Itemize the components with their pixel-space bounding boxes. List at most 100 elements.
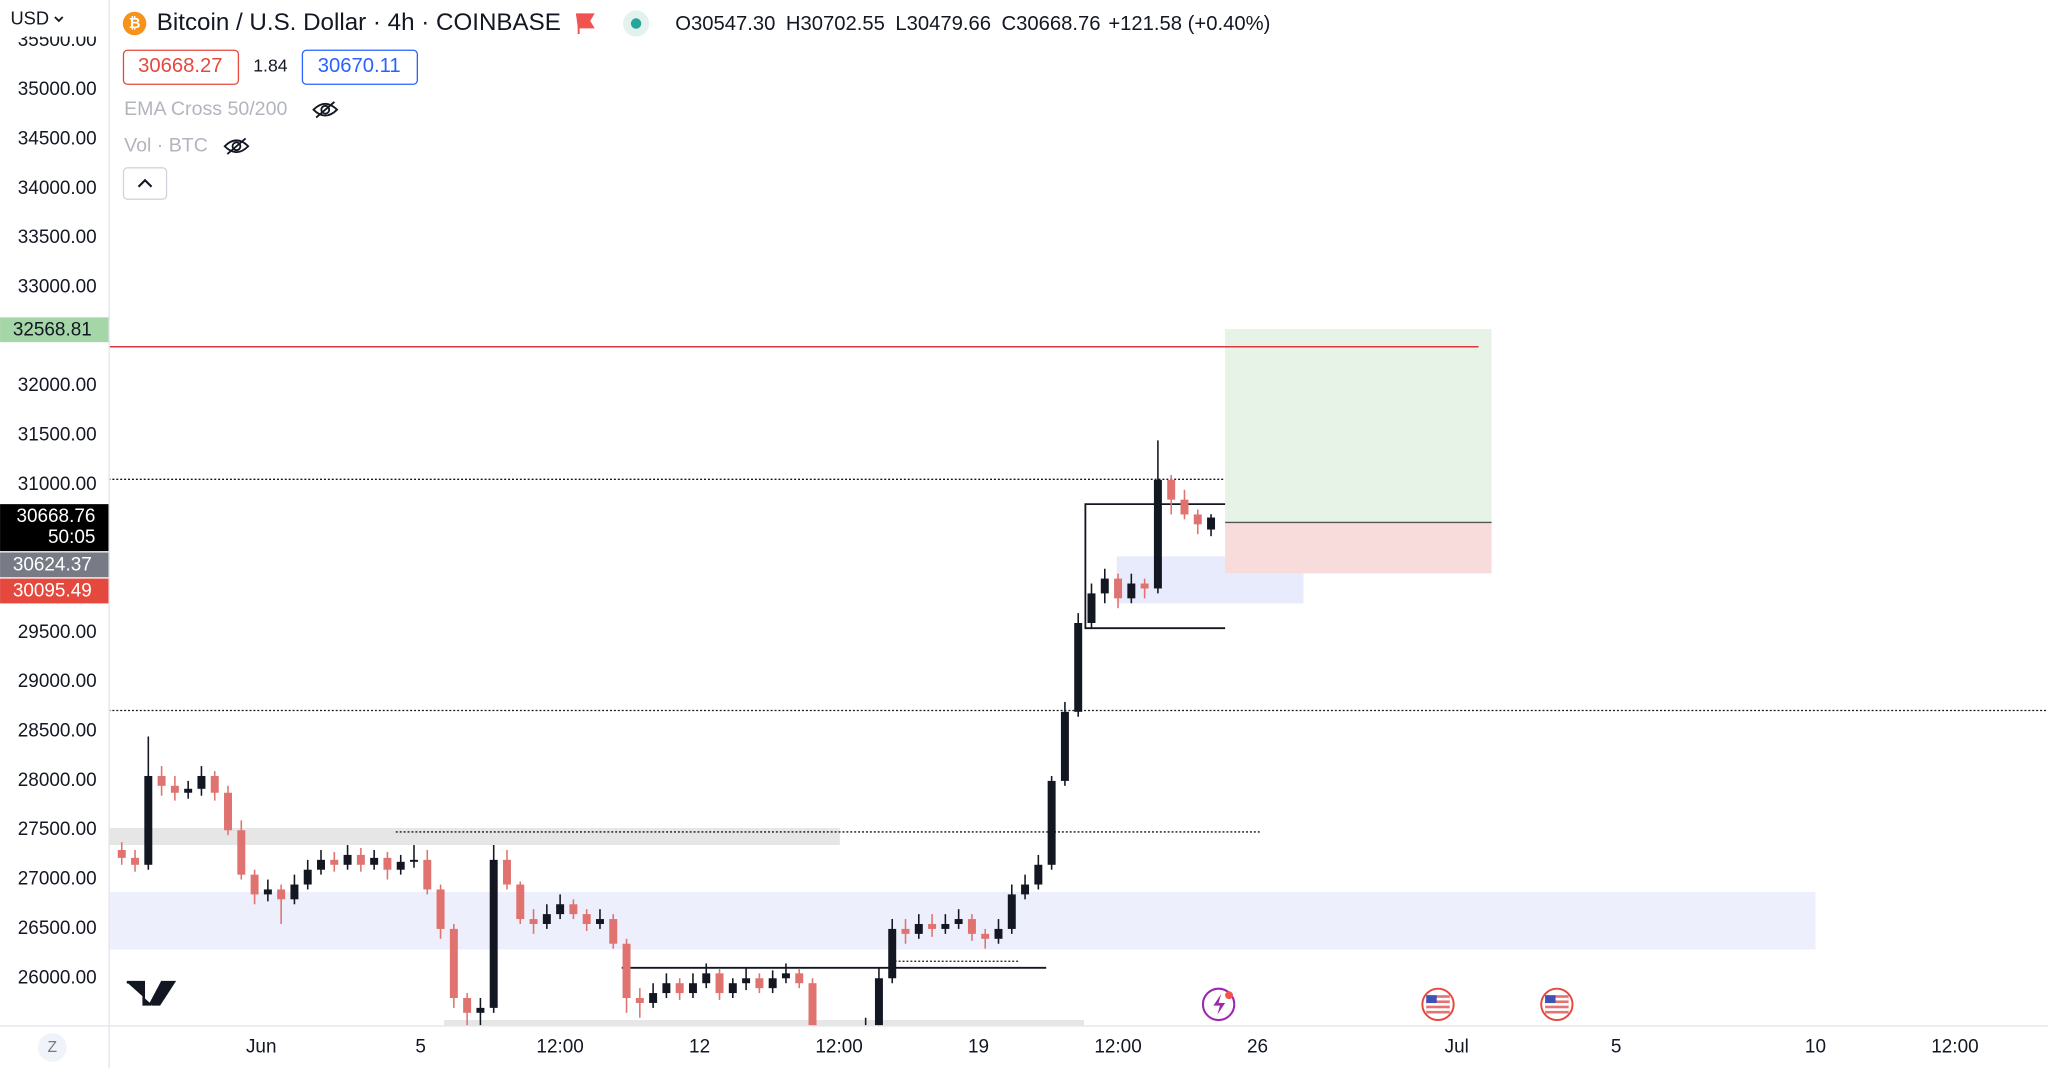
candle-body	[224, 792, 233, 831]
candle-body	[1047, 780, 1056, 865]
x-tick-label: 19	[968, 1036, 989, 1057]
y-tick-label: 35000.00	[18, 79, 97, 100]
candle-body	[755, 978, 764, 989]
candle-body	[888, 928, 897, 979]
y-tick-label: 26500.00	[18, 918, 97, 939]
candle-body	[981, 933, 990, 939]
candle-body	[1167, 479, 1176, 500]
candle-body	[781, 973, 790, 979]
candle-body	[383, 857, 392, 870]
tv-logo[interactable]	[126, 980, 177, 1006]
ohlc-key: H	[786, 13, 801, 35]
ohlc-value: 30702.55	[801, 13, 885, 35]
candle-body	[1153, 479, 1162, 589]
candle-body	[688, 983, 697, 994]
coin-glyph: ₿	[129, 16, 141, 32]
y-tick-label: 33500.00	[18, 227, 97, 248]
indicator-label[interactable]: EMA Cross 50/200	[124, 98, 287, 120]
y-tick-label: 33000.00	[18, 276, 97, 297]
ohlc-value: 30668.76	[1016, 13, 1100, 35]
indicator-label[interactable]: Vol · BTC	[124, 134, 208, 156]
candle-body	[967, 919, 976, 934]
candle-body	[874, 978, 883, 1026]
x-tick-label: 26	[1247, 1036, 1268, 1057]
candle-body	[862, 1028, 870, 1033]
candle-body	[954, 919, 963, 924]
flag[interactable]	[576, 13, 595, 34]
collapse-button[interactable]	[122, 167, 168, 200]
y-tick-label: 29000.00	[18, 671, 97, 692]
time-axis: Jun 5 12:00 12 12:00 19 12:00 26 Jul 5 10 12:00	[246, 1036, 1979, 1057]
candle-body	[1114, 578, 1123, 599]
ask-box[interactable]	[301, 49, 418, 85]
hidden-icon[interactable]	[223, 137, 250, 155]
candle-body	[277, 889, 286, 900]
candle-body	[994, 928, 1003, 939]
candle-body	[516, 884, 525, 920]
candle-body	[157, 775, 166, 786]
candle-body	[502, 859, 511, 885]
ohlc-key: O	[675, 13, 691, 35]
timezone-label: Z	[48, 1039, 58, 1056]
candle-body	[1207, 517, 1216, 530]
x-tick-label: 10	[1805, 1036, 1826, 1057]
bid-box[interactable]	[122, 49, 240, 85]
ohlc-value: 30547.30	[691, 13, 775, 35]
candle-body	[728, 983, 737, 994]
candle-body	[529, 919, 538, 924]
candle-body	[1007, 894, 1016, 929]
candle-body	[662, 983, 671, 994]
candle-body	[250, 874, 259, 895]
last-price-label: 30668.76	[16, 506, 95, 527]
candle-body	[476, 1007, 485, 1013]
event-dot	[1225, 991, 1233, 1000]
collapse-icon	[137, 178, 153, 188]
candle-body	[131, 857, 140, 865]
flag-icon[interactable]	[1540, 987, 1574, 1022]
candle-body	[463, 998, 472, 1013]
candle-body	[144, 775, 153, 865]
candle-body	[742, 978, 751, 984]
candle-body	[330, 859, 339, 865]
x-tick-label: 5	[1611, 1036, 1622, 1057]
candle-body	[928, 923, 937, 929]
price-tag	[0, 578, 109, 604]
candle-body	[356, 854, 365, 865]
candle-body	[582, 914, 591, 924]
countdown: 50:05	[48, 527, 95, 548]
x-tick-label: 12:00	[815, 1036, 862, 1057]
target-zone	[1225, 329, 1492, 523]
candle-body	[410, 859, 418, 862]
candle-body	[635, 998, 644, 1003]
y-tick-label: 26000.00	[18, 967, 97, 988]
status-dot	[630, 18, 642, 29]
candle-body	[542, 914, 551, 924]
candle-body	[649, 993, 658, 1003]
price-tag	[0, 552, 109, 578]
candle-body	[117, 849, 126, 858]
candle-body	[1100, 578, 1109, 594]
x-tick-label: Jul	[1445, 1036, 1469, 1057]
x-tick-label: 12:00	[536, 1036, 583, 1057]
candle-body	[622, 943, 631, 999]
ohlc-key: L	[895, 13, 906, 35]
stop-zone	[1225, 522, 1492, 574]
candle-body	[343, 854, 352, 865]
candle-body	[1034, 864, 1043, 885]
candle-body	[436, 889, 445, 929]
y-tick-label: 27000.00	[18, 869, 97, 890]
bid: 30668.27	[138, 55, 222, 77]
zone	[109, 828, 840, 846]
hidden-icon[interactable]	[312, 101, 339, 119]
spread: 1.84	[253, 55, 288, 75]
candle-body	[237, 830, 246, 875]
currency-button[interactable]: USD	[11, 7, 50, 28]
flag-icon[interactable]	[1421, 987, 1455, 1022]
candle-body	[609, 919, 618, 944]
price-axis: 26000.00 26500.00 27000.00 27500.00 28000.00…	[18, 30, 97, 989]
candle-body	[768, 978, 777, 989]
timezone-button[interactable]	[37, 1033, 67, 1062]
candle-body	[449, 928, 458, 999]
